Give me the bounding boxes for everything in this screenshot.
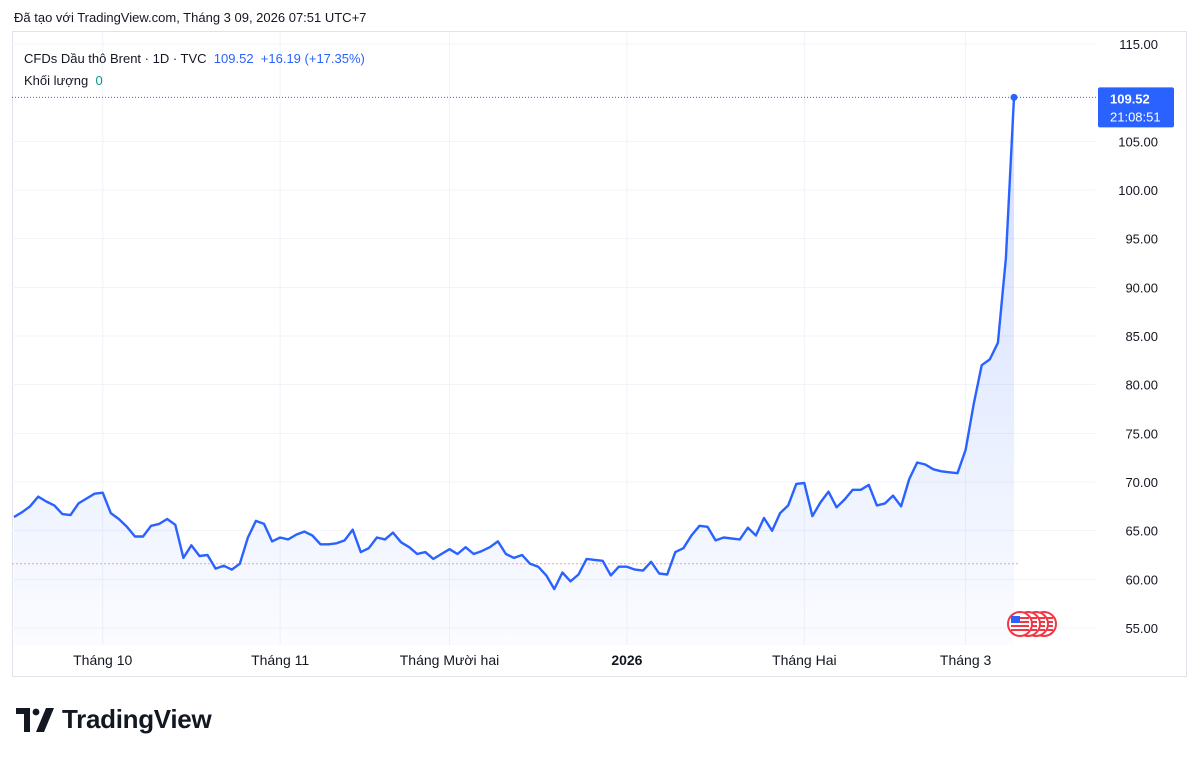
last-price-marker [1010,93,1018,101]
y-tick-label: 80.00 [1125,378,1158,393]
y-tick-label: 105.00 [1118,134,1158,149]
chart-caption: Đã tạo với TradingView.com, Tháng 3 09, … [14,10,367,25]
symbol-row: CFDs Dầu thô Brent · 1D · TVC 109.52 +16… [24,48,365,70]
x-tick-label: 2026 [611,652,642,668]
y-tick-label: 60.00 [1125,572,1158,587]
price-change-percent: (+17.35%) [304,51,365,66]
x-tick-label: Tháng 10 [73,652,132,668]
x-tick-label: Tháng Hai [772,652,837,668]
price-tag-countdown: 21:08:51 [1110,109,1161,124]
price-axis[interactable]: 55.00 60.00 65.00 70.00 75.00 80.00 85.00 90.00… [1118,37,1158,636]
tradingview-logo[interactable]: TradingView [16,704,212,735]
price-area [14,97,1014,646]
chart-legend: CFDs Dầu thô Brent · 1D · TVC 109.52 +16… [24,48,365,92]
chart-frame[interactable] [12,31,1187,677]
grid [12,32,1095,645]
y-tick-label: 55.00 [1125,621,1158,636]
x-tick-label: Tháng Mười hai [400,652,499,668]
price-change: +16.19 [260,51,301,66]
us-flag-icon [1007,611,1033,637]
y-tick-label: 115.00 [1119,37,1158,52]
us-flag-events-icon[interactable] [1007,611,1057,637]
x-tick-label: Tháng 3 [940,652,992,668]
y-tick-label: 100.00 [1118,183,1158,198]
price-tag-box [1098,87,1174,128]
y-tick-label: 85.00 [1125,329,1158,344]
y-tick-label: 75.00 [1125,426,1158,441]
tradingview-wordmark: TradingView [62,704,212,734]
y-tick-label: 65.00 [1125,524,1158,539]
y-tick-label: 70.00 [1125,475,1158,490]
x-tick-label: Tháng 11 [251,652,309,668]
volume-row: Khối lượng 0 [24,70,365,92]
price-tag: 109.52 21:08:51 [1098,87,1174,128]
y-tick-label: 90.00 [1125,280,1158,295]
volume-value: 0 [95,73,103,88]
price-tag-price: 109.52 [1110,91,1150,106]
price-line [13,97,1016,591]
y-tick-label: 95.00 [1125,232,1158,247]
tradingview-logo-icon [16,707,54,732]
volume-label[interactable]: Khối lượng [24,73,89,88]
time-axis[interactable]: Tháng 10 Tháng 11 Tháng Mười hai 2026 Tháng … [73,652,991,668]
last-price: 109.52 [213,51,254,66]
symbol-title[interactable]: CFDs Dầu thô Brent · 1D · TVC [24,51,207,66]
